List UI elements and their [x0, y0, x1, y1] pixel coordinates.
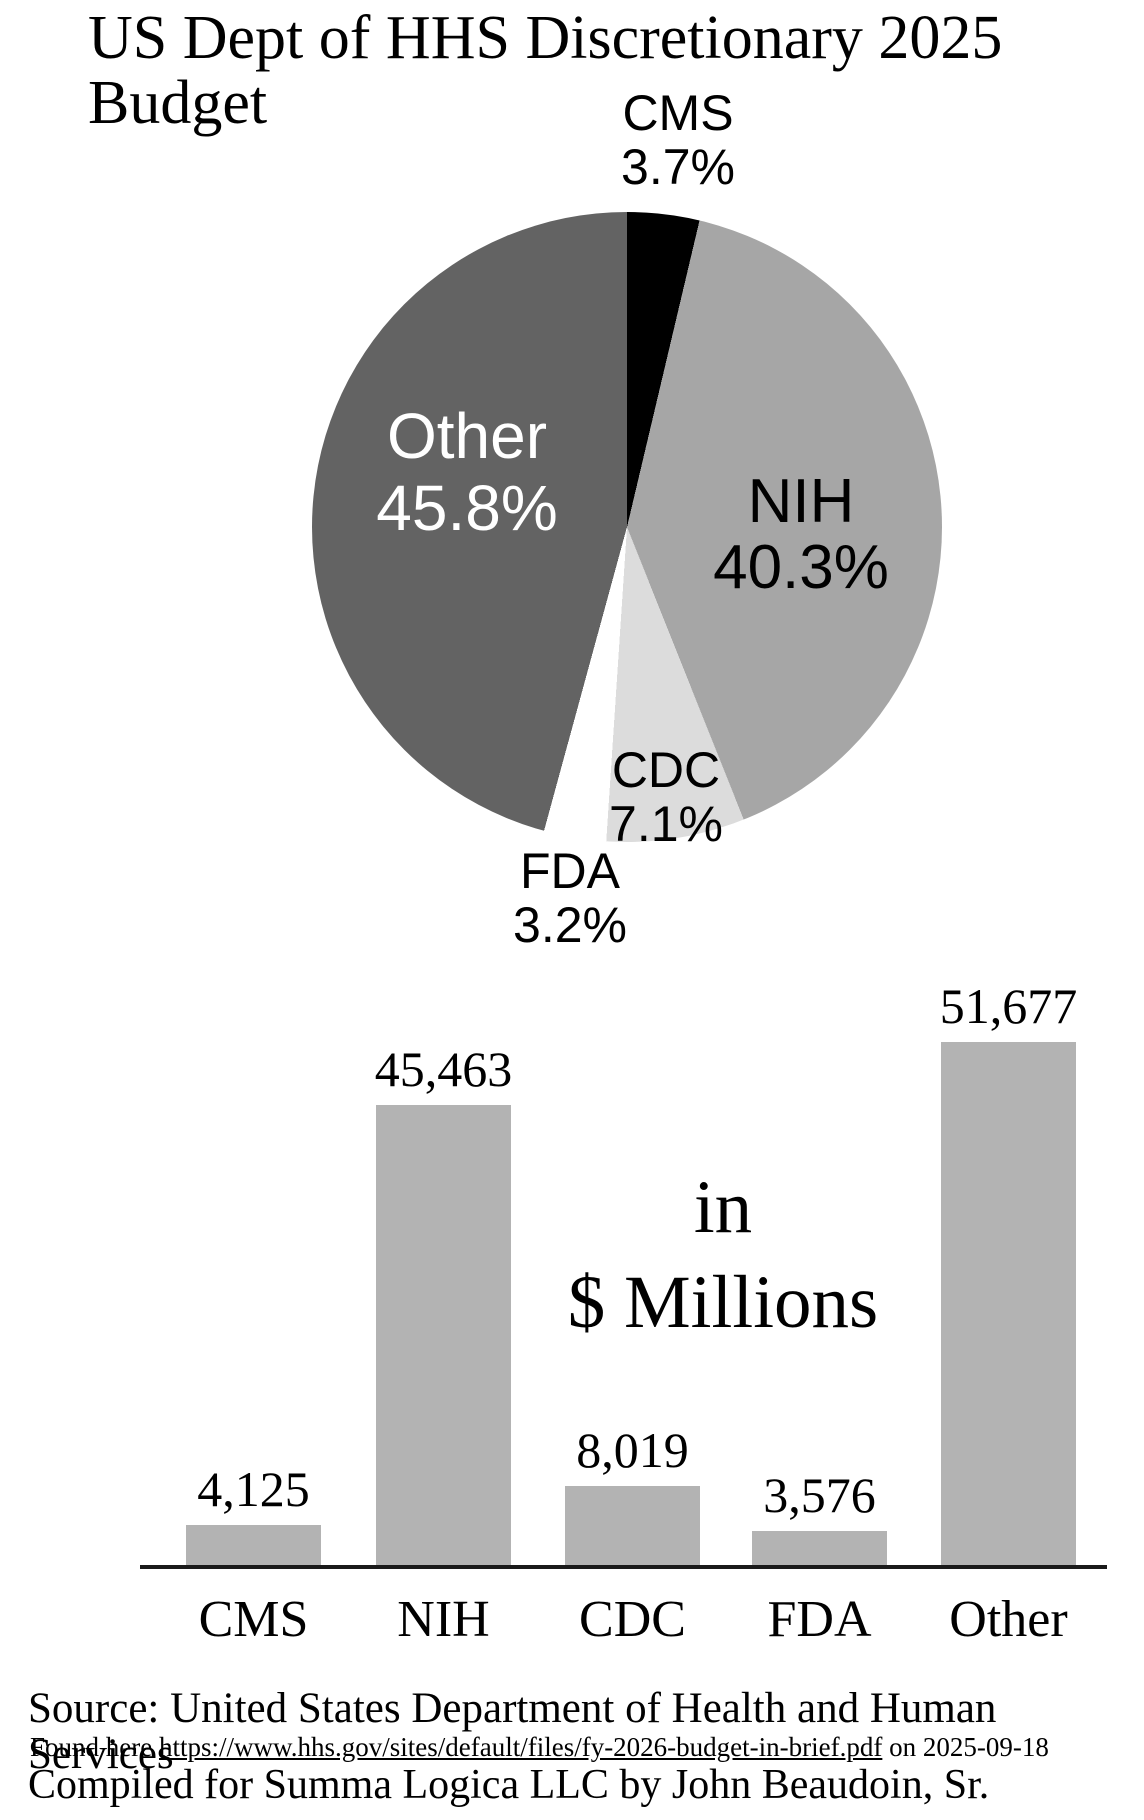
found-here-text: Found here [30, 1732, 159, 1762]
x-tick-label-fda: FDA [767, 1591, 872, 1648]
source-url-link[interactable]: https://www.hhs.gov/sites/default/files/… [158, 1732, 883, 1762]
source-found-line: Found here https://www.hhs.gov/sites/def… [30, 1732, 1049, 1762]
pie-label-cms: CMS 3.7% [621, 85, 735, 195]
pie-label-fda: FDA 3.2% [513, 843, 627, 953]
x-axis-line [140, 1565, 1107, 1569]
pie-label-cdc: CDC 7.1% [609, 742, 723, 852]
bar-value-nih: 45,463 [374, 1041, 513, 1097]
x-tick-label-other: Other [949, 1591, 1068, 1648]
compiled-line: Compiled for Summa Logica LLC by John Be… [28, 1762, 990, 1808]
source-line: Source: United States Department of Heal… [28, 1685, 997, 1778]
bar-value-cdc: 8,019 [576, 1422, 689, 1478]
x-tick-label-nih: NIH [397, 1591, 490, 1648]
pie-label-other: Other 45.8% [376, 400, 558, 544]
pie-label-nih: NIH 40.3% [713, 467, 889, 602]
bar-nih [376, 1105, 511, 1567]
units-label-line2: $ Millions [567, 1261, 879, 1344]
units-label: in $ Millions [423, 1160, 1023, 1350]
bar-cdc [565, 1486, 700, 1567]
bar-other [941, 1042, 1076, 1567]
pie-chart [312, 212, 942, 842]
bar-value-fda: 3,576 [763, 1467, 876, 1523]
found-date-text: on 2025-09-18 [882, 1732, 1049, 1762]
units-label-line1: in [693, 1166, 753, 1249]
bar-fda [752, 1531, 887, 1567]
x-tick-label-cms: CMS [198, 1591, 309, 1648]
x-tick-label-cdc: CDC [579, 1591, 686, 1648]
bar-cms [186, 1525, 321, 1567]
chart-title: US Dept of HHS Discretionary 2025 Budget [88, 4, 1003, 138]
bar-value-cms: 4,125 [197, 1461, 310, 1517]
bar-value-other: 51,677 [939, 978, 1078, 1034]
